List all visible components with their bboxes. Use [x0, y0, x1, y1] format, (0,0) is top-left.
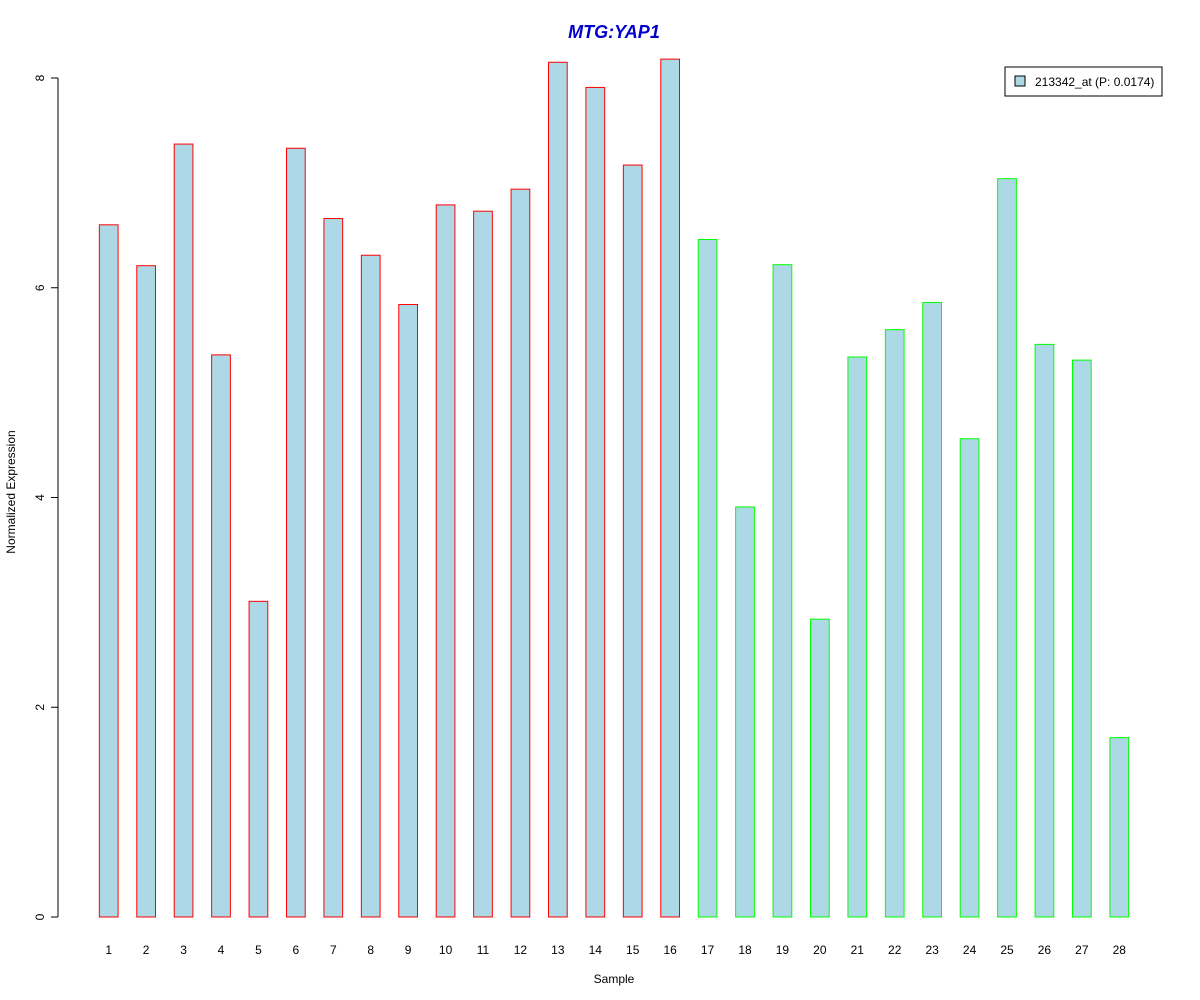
x-tick-label: 2 [143, 943, 150, 957]
x-tick-label: 21 [851, 943, 865, 957]
x-tick-label: 1 [105, 943, 112, 957]
x-tick-label: 27 [1075, 943, 1089, 957]
x-tick-label: 16 [663, 943, 677, 957]
x-tick-label: 14 [589, 943, 603, 957]
x-tick-label: 8 [367, 943, 374, 957]
bar-sample-4 [211, 354, 231, 918]
bar-sample-24 [959, 438, 980, 918]
x-tick-label: 11 [477, 943, 490, 957]
bar-sample-21 [847, 356, 868, 918]
x-tick-label: 6 [293, 943, 300, 957]
x-tick-label: 5 [255, 943, 262, 957]
x-tick-label: 3 [180, 943, 187, 957]
x-axis-label: Sample [594, 972, 635, 986]
bar-sample-22 [884, 329, 905, 918]
legend-swatch [1014, 75, 1026, 87]
legend: 213342_at (P: 0.0174) [1004, 66, 1163, 97]
bar-sample-15 [622, 164, 643, 918]
x-tick-label: 24 [963, 943, 977, 957]
bar-sample-11 [473, 210, 493, 918]
x-tick-label: 22 [888, 943, 902, 957]
bar-sample-23 [922, 301, 942, 918]
bar-sample-14 [585, 86, 606, 918]
x-tick-labels: 1 2 3 4 5 6 7 8 9 10 11 12 13 14 15 16 17 18 19 20 21 22 23 24 2… [105, 943, 1126, 957]
x-tick-label: 13 [551, 943, 565, 957]
x-tick-label: 28 [1113, 943, 1127, 957]
bars-group [98, 58, 1130, 918]
bar-sample-8 [360, 254, 381, 918]
bar-sample-20 [810, 618, 830, 918]
bar-sample-7 [323, 218, 344, 918]
y-tick-label: 4 [33, 494, 47, 501]
legend-label: 213342_at (P: 0.0174) [1035, 75, 1154, 89]
legend-box [1004, 66, 1163, 97]
bar-sample-5 [248, 600, 269, 918]
bar-sample-2 [136, 265, 157, 918]
bar-sample-16 [660, 58, 680, 918]
bar-sample-12 [510, 188, 531, 918]
x-tick-label: 18 [738, 943, 752, 957]
y-tick-label: 6 [33, 284, 47, 291]
bar-sample-9 [398, 304, 418, 918]
x-tick-label: 20 [813, 943, 827, 957]
bar-sample-28 [1109, 737, 1130, 918]
y-tick-label: 8 [33, 74, 47, 81]
bar-sample-10 [435, 204, 456, 918]
x-tick-label: 7 [330, 943, 337, 957]
bar-sample-27 [1072, 359, 1092, 918]
x-tick-label: 17 [701, 943, 715, 957]
chart-title: MTG:YAP1 [568, 22, 660, 42]
bar-sample-25 [997, 178, 1017, 918]
bar-sample-3 [173, 143, 194, 918]
x-tick-label: 23 [925, 943, 939, 957]
bar-sample-26 [1034, 343, 1055, 918]
x-tick-label: 19 [776, 943, 790, 957]
bar-sample-1 [98, 224, 119, 918]
bar-sample-13 [548, 61, 568, 918]
x-tick-label: 9 [405, 943, 412, 957]
x-tick-label: 26 [1038, 943, 1052, 957]
x-tick-label: 12 [514, 943, 528, 957]
y-tick-label: 2 [33, 704, 47, 711]
bar-sample-18 [735, 506, 755, 918]
x-tick-label: 15 [626, 943, 640, 957]
y-tick-label: 0 [33, 913, 47, 920]
x-tick-label: 10 [439, 943, 453, 957]
y-axis-label: Normalized Expression [4, 430, 18, 553]
x-tick-label: 25 [1000, 943, 1014, 957]
bar-sample-6 [286, 147, 306, 918]
bar-sample-19 [772, 264, 793, 918]
bar-sample-17 [697, 239, 718, 918]
x-tick-label: 4 [218, 943, 225, 957]
y-axis: 0 2 4 6 8 [33, 74, 59, 920]
